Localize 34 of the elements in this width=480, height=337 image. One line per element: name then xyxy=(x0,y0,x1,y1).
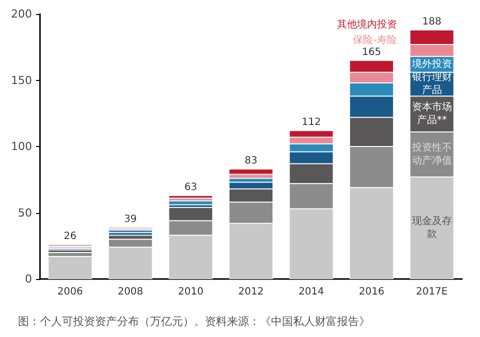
bar xyxy=(168,198,213,201)
series-label: 资本市场产品** xyxy=(412,101,452,126)
x-tick-label: 2010 xyxy=(178,286,204,298)
total-label: 63 xyxy=(184,182,198,194)
bar xyxy=(108,230,152,233)
bar xyxy=(48,256,92,279)
series-label: 投资性不动产净值 xyxy=(410,141,452,166)
bar xyxy=(48,250,92,252)
x-tick-label: 2012 xyxy=(238,286,264,298)
x-tick-label: 2008 xyxy=(118,286,144,298)
total-label: 39 xyxy=(124,214,137,225)
series-label: 境外投资 xyxy=(410,58,452,70)
x-tick-label: 2006 xyxy=(57,286,83,298)
series-label: 现金及存款 xyxy=(412,214,452,240)
x-tick-label: 2016 xyxy=(358,286,384,298)
series-label: 保险-寿险 xyxy=(353,34,397,46)
y-tick-label: 50 xyxy=(18,206,32,220)
bar xyxy=(108,232,152,236)
y-tick-label: 0 xyxy=(25,272,32,286)
text: 图：个人可投资资产分布（万亿元）。资料来源：《中国私人财富报告》 xyxy=(18,315,370,328)
bar xyxy=(168,196,213,198)
total-label: 112 xyxy=(302,117,321,128)
x-tick-label: 2017E xyxy=(416,286,448,298)
x-tick-label: 2014 xyxy=(298,286,324,298)
total-label: 165 xyxy=(362,46,382,58)
y-tick-label: 100 xyxy=(11,140,32,153)
y-tick-label: 150 xyxy=(11,74,32,87)
bar xyxy=(229,169,273,174)
bar xyxy=(168,200,213,205)
total-label: 83 xyxy=(244,156,258,167)
y-tick-label: 200 xyxy=(11,8,32,20)
total-label: 188 xyxy=(422,16,442,28)
series-label: 其他境内投资 xyxy=(336,18,397,31)
total-label: 26 xyxy=(64,231,77,242)
